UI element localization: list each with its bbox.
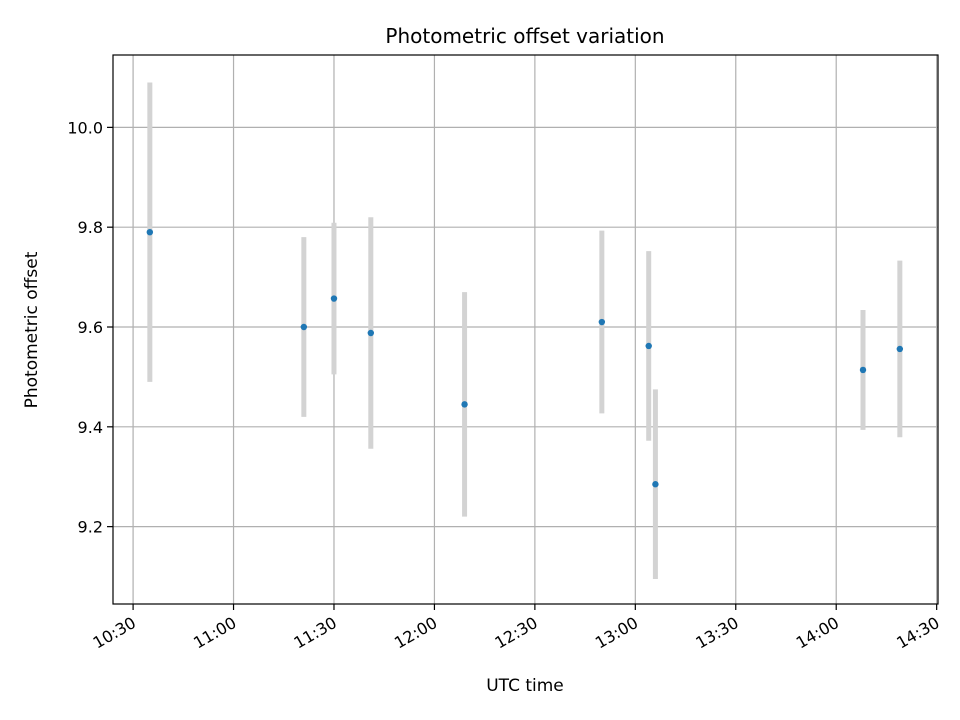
data-point bbox=[367, 329, 375, 337]
y-tick-label: 9.8 bbox=[78, 218, 103, 237]
y-axis-ticks: 9.2 9.4 9.6 9.8 10.0 bbox=[67, 118, 113, 537]
data-point bbox=[461, 401, 468, 408]
data-point bbox=[859, 366, 867, 374]
data-point bbox=[300, 323, 308, 331]
data-point bbox=[330, 295, 338, 302]
grid bbox=[113, 55, 938, 604]
y-tick-label: 9.2 bbox=[78, 518, 103, 537]
data-point bbox=[598, 318, 606, 326]
y-axis-title: Photometric offset bbox=[22, 251, 42, 408]
x-axis-title: UTC time bbox=[486, 676, 564, 696]
plot-frame bbox=[112, 54, 939, 605]
y-tick-label: 9.4 bbox=[78, 418, 103, 437]
data-point bbox=[645, 342, 652, 350]
data-points bbox=[146, 228, 904, 488]
chart-title: Photometric offset variation bbox=[385, 24, 664, 48]
data-point bbox=[146, 228, 154, 236]
data-point bbox=[896, 345, 904, 353]
data-point bbox=[652, 481, 659, 488]
y-tick-label: 10.0 bbox=[67, 118, 103, 137]
y-tick-label: 9.6 bbox=[78, 318, 103, 337]
